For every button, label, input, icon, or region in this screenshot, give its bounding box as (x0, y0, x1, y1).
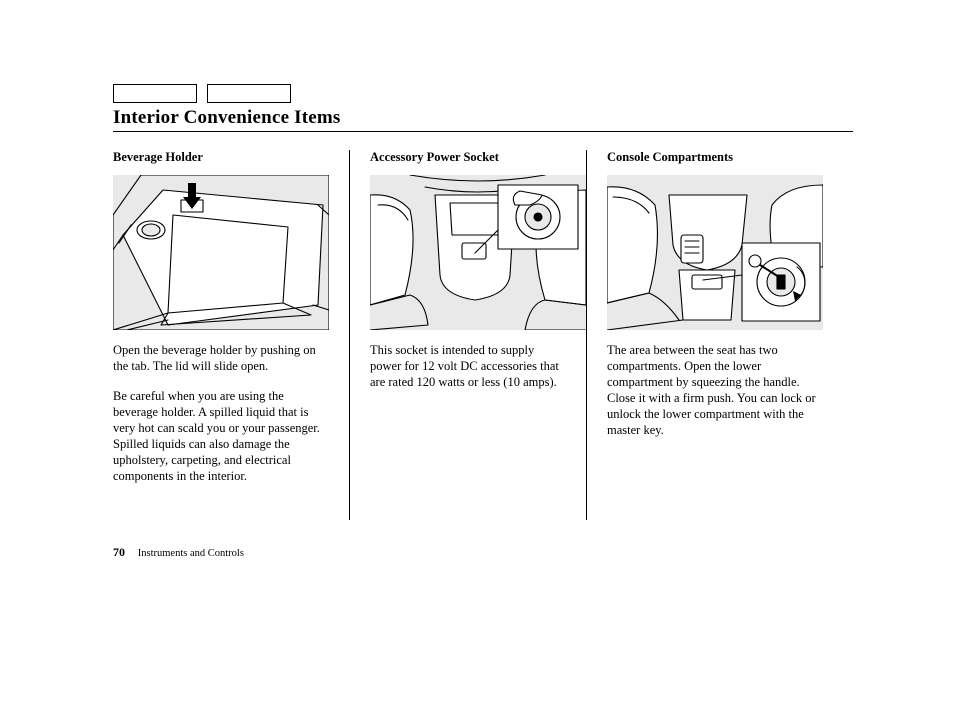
subheading: Console Compartments (607, 150, 823, 165)
title-rule (113, 131, 853, 132)
column-power-socket: Accessory Power Socket (350, 150, 586, 520)
page-footer: 70 Instruments and Controls (113, 545, 244, 560)
header-box (207, 84, 291, 103)
page-number: 70 (113, 545, 125, 559)
body-paragraph: Be careful when you are using the bevera… (113, 388, 329, 484)
body-paragraph: The area between the seat has two compar… (607, 342, 823, 438)
subheading: Beverage Holder (113, 150, 329, 165)
header-boxes (113, 84, 854, 103)
illustration-console-compartments (607, 175, 823, 330)
header-box (113, 84, 197, 103)
column-beverage-holder: Beverage Holder (113, 150, 349, 520)
page: Interior Convenience Items Beverage Hold… (0, 0, 954, 710)
columns: Beverage Holder (113, 150, 853, 520)
body-paragraph: Open the beverage holder by pushing on t… (113, 342, 329, 374)
illustration-power-socket (370, 175, 586, 330)
subheading: Accessory Power Socket (370, 150, 566, 165)
illustration-beverage-holder (113, 175, 329, 330)
page-title: Interior Convenience Items (113, 107, 854, 129)
body-paragraph: This socket is intended to supply power … (370, 342, 566, 390)
column-console-compartments: Console Compartments (587, 150, 823, 520)
section-label: Instruments and Controls (138, 548, 244, 559)
